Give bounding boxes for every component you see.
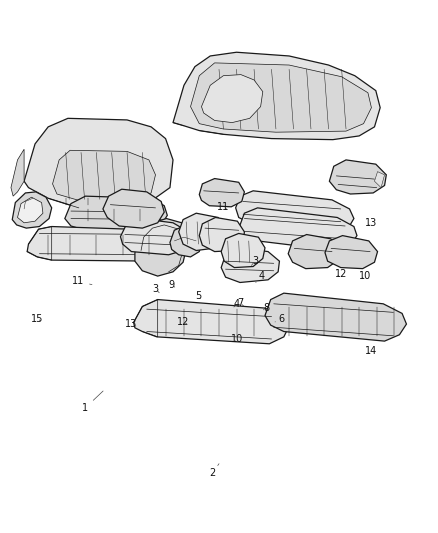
Polygon shape (240, 208, 357, 251)
Text: 10: 10 (359, 271, 371, 281)
Text: 7: 7 (237, 298, 244, 308)
Polygon shape (65, 196, 167, 230)
Polygon shape (18, 197, 43, 223)
Polygon shape (27, 227, 176, 261)
Text: 8: 8 (263, 303, 269, 313)
Polygon shape (24, 118, 173, 209)
Polygon shape (236, 191, 354, 233)
Polygon shape (329, 160, 386, 194)
Polygon shape (179, 213, 226, 251)
Polygon shape (191, 63, 371, 132)
Text: 13: 13 (365, 218, 378, 228)
Text: 14: 14 (365, 346, 378, 356)
Text: 13: 13 (125, 319, 138, 329)
Polygon shape (288, 235, 341, 269)
Text: 15: 15 (31, 314, 43, 324)
Polygon shape (120, 219, 189, 255)
Text: 5: 5 (195, 292, 201, 301)
Text: 6: 6 (275, 314, 284, 324)
Polygon shape (12, 192, 52, 228)
Text: 11: 11 (72, 277, 92, 286)
Polygon shape (374, 172, 385, 188)
Polygon shape (11, 149, 24, 196)
Polygon shape (201, 75, 263, 123)
Text: 12: 12 (335, 269, 347, 279)
Text: 2: 2 (209, 464, 219, 478)
Polygon shape (135, 219, 188, 276)
Polygon shape (199, 179, 244, 207)
Polygon shape (53, 150, 155, 201)
Text: 3: 3 (152, 284, 159, 294)
Text: 9: 9 (169, 280, 175, 289)
Polygon shape (199, 217, 244, 252)
Polygon shape (265, 293, 406, 341)
Polygon shape (325, 236, 378, 269)
Polygon shape (134, 300, 289, 344)
Polygon shape (221, 248, 279, 282)
Text: 11: 11 (217, 202, 230, 212)
Polygon shape (173, 52, 380, 140)
Polygon shape (170, 225, 202, 257)
Text: 4: 4 (256, 271, 265, 282)
Text: 12: 12 (177, 317, 189, 327)
Polygon shape (221, 233, 265, 268)
Text: 10: 10 (231, 334, 244, 344)
Text: 3: 3 (251, 256, 258, 266)
Polygon shape (103, 189, 164, 228)
Text: 1: 1 (82, 391, 103, 413)
Text: 4: 4 (233, 299, 240, 309)
